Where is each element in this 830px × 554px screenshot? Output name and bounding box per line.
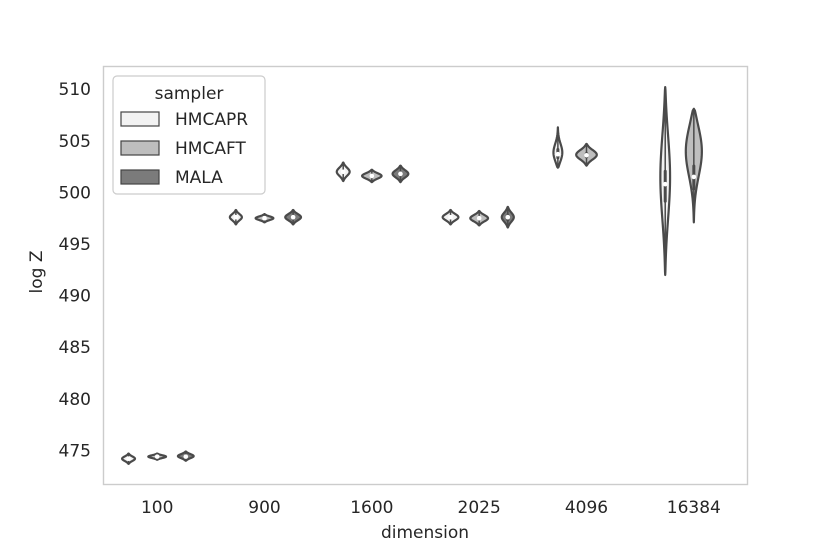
- x-tick-16384: 16384: [667, 498, 721, 518]
- legend: sampler HMCAPR HMCAFT MALA: [112, 75, 266, 195]
- violin-median-hmcapr-100: [126, 456, 131, 461]
- violin-median-mala-1600: [398, 171, 403, 177]
- x-tick-900: 900: [248, 498, 280, 518]
- y-tick-475: 475: [59, 441, 91, 461]
- legend-swatch-hmcaft: [120, 140, 160, 156]
- y-tick-510: 510: [59, 80, 91, 100]
- y-tick-500: 500: [59, 183, 91, 203]
- violin-median-hmcapr-900: [233, 214, 239, 220]
- violin-median-hmcaft-4096: [584, 152, 589, 158]
- legend-label-hmcapr: HMCAPR: [175, 110, 248, 130]
- y-axis-label: log Z: [27, 251, 47, 294]
- x-tick-labels: 100 900 1600 2025 4096 16384: [141, 498, 721, 518]
- legend-item-mala: MALA: [120, 168, 223, 188]
- x-tick-4096: 4096: [565, 498, 608, 518]
- x-tick-1600: 1600: [350, 498, 393, 518]
- legend-item-hmcaft: HMCAFT: [120, 139, 246, 159]
- violin-median-mala-2025: [505, 214, 511, 220]
- legend-box: [112, 75, 266, 195]
- legend-swatch-hmcapr: [120, 111, 160, 127]
- violin-median-hmcaft-16384: [691, 174, 697, 180]
- legend-label-hmcaft: HMCAFT: [175, 139, 246, 159]
- violin-median-hmcapr-1600: [340, 169, 346, 175]
- legend-title: sampler: [155, 84, 224, 104]
- x-tick-100: 100: [141, 498, 173, 518]
- violin-median-mala-100: [183, 454, 189, 459]
- y-tick-490: 490: [59, 287, 91, 307]
- legend-item-hmcapr: HMCAPR: [120, 110, 248, 130]
- y-tick-labels: 475 480 485 490 495 500 505 510: [59, 80, 91, 461]
- y-tick-480: 480: [59, 390, 91, 410]
- violin-median-hmcaft-1600: [369, 173, 375, 179]
- violin-median-mala-900: [290, 214, 296, 220]
- violin-median-hmcapr-4096: [555, 151, 561, 157]
- legend-swatch-mala: [120, 169, 160, 185]
- violin-median-hmcaft-100: [154, 454, 160, 459]
- x-axis-label: dimension: [381, 523, 469, 543]
- violin-layer: [121, 86, 703, 465]
- violin-median-hmcapr-16384: [662, 181, 668, 187]
- violin-median-hmcapr-2025: [448, 214, 453, 220]
- violin-median-hmcaft-900: [262, 215, 267, 221]
- violin-median-hmcaft-2025: [476, 215, 482, 221]
- legend-label-mala: MALA: [175, 168, 223, 188]
- y-tick-485: 485: [59, 338, 91, 358]
- y-tick-505: 505: [59, 132, 91, 152]
- x-tick-2025: 2025: [458, 498, 501, 518]
- y-tick-495: 495: [59, 235, 91, 255]
